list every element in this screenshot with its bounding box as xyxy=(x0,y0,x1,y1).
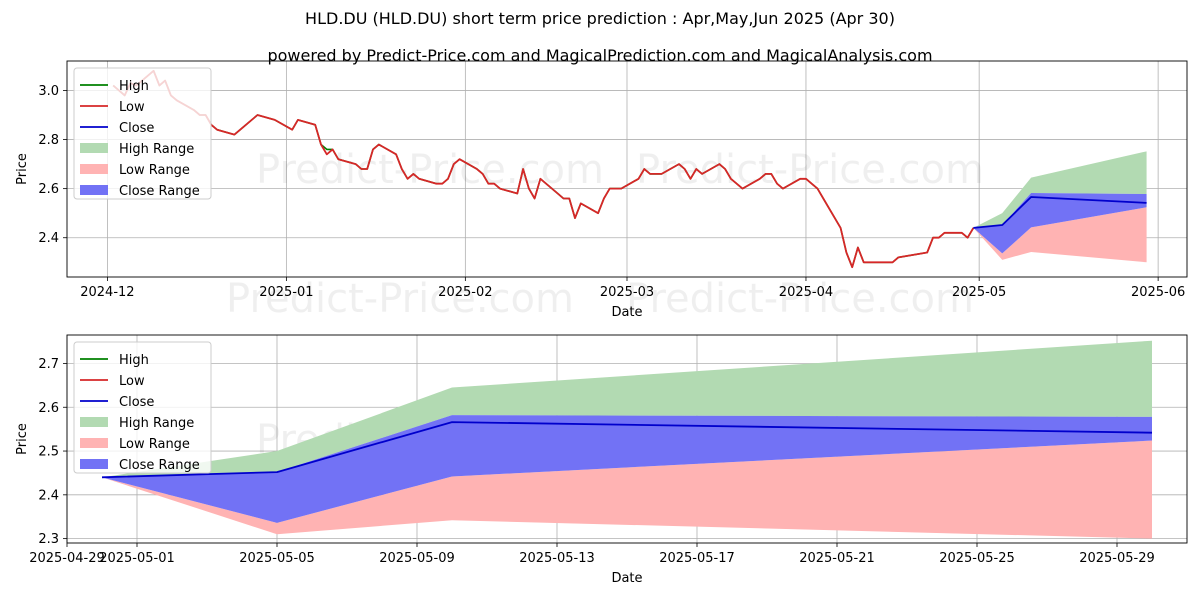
y-tick-label: 3.0 xyxy=(38,84,59,99)
x-tick-label: 2025-05-17 xyxy=(659,551,735,566)
watermark: Predict-Price.com xyxy=(636,147,984,193)
chart-subtitle: powered by Predict-Price.com and Magical… xyxy=(267,46,933,65)
legend-swatch-low-range xyxy=(80,438,108,448)
y-axis-label: Price xyxy=(15,423,30,455)
plot-frame xyxy=(66,60,1188,278)
x-tick-label: 2025-05 xyxy=(952,285,1006,300)
legend-label: Close xyxy=(119,121,154,136)
legend: High Low Close High Range Low Range Close Ran… xyxy=(73,341,212,474)
legend-label: Close Range xyxy=(119,184,200,199)
close-series-line xyxy=(101,421,1153,479)
low-range-band xyxy=(973,207,1147,263)
x-tick-label: 2025-05-01 xyxy=(99,551,175,566)
low-series-line xyxy=(112,69,975,269)
x-tick-label: 2025-01 xyxy=(259,285,313,300)
legend-label: Low Range xyxy=(119,437,190,452)
x-tick-label: 2025-05-09 xyxy=(379,551,455,566)
watermark: Predict-Price.com xyxy=(256,147,604,193)
high-range-band xyxy=(973,151,1147,228)
legend-swatch-high-range xyxy=(80,417,108,427)
legend-label: High xyxy=(119,79,149,94)
legend-swatch-low-range xyxy=(80,164,108,174)
legend-label: High Range xyxy=(119,142,194,157)
legend-label: High xyxy=(119,353,149,368)
y-tick-label: 2.4 xyxy=(38,488,59,503)
high-range-band xyxy=(102,340,1152,478)
legend-swatch-close-range xyxy=(80,459,108,469)
close-series-line xyxy=(973,196,1147,229)
legend-label: Low Range xyxy=(119,163,190,178)
plot-area-bottom xyxy=(101,340,1153,539)
legend-box xyxy=(73,67,212,200)
x-tick-label: 2025-05-05 xyxy=(239,551,315,566)
panel-top: 2024-12 2025-01 2025-02 2025-03 2025-04 2025-… xyxy=(15,60,1188,322)
y-tick-label: 2.3 xyxy=(38,532,59,547)
x-tick-label: 2025-03 xyxy=(600,285,654,300)
legend-label: Close xyxy=(119,395,154,410)
chart-title: HLD.DU (HLD.DU) short term price predict… xyxy=(305,9,895,28)
legend-swatch-high-range xyxy=(80,143,108,153)
legend-label: Low xyxy=(119,100,145,115)
close-range-band xyxy=(102,415,1152,523)
watermark: Predict-Price.com xyxy=(226,276,574,322)
legend-label: Close Range xyxy=(119,458,200,473)
low-range-band xyxy=(102,440,1152,539)
legend-label: Low xyxy=(119,374,145,389)
x-axis-label: Date xyxy=(611,571,642,586)
y-tick-label: 2.4 xyxy=(38,231,59,246)
legend-label: High Range xyxy=(119,416,194,431)
x-tick-label: 2025-05-25 xyxy=(939,551,1015,566)
x-tick-label: 2025-05-29 xyxy=(1079,551,1155,566)
y-axis-label: Price xyxy=(15,153,30,185)
y-tick-label: 2.6 xyxy=(38,182,59,197)
x-tick-label: 2025-06 xyxy=(1131,285,1185,300)
x-axis-label: Date xyxy=(611,305,642,320)
watermark: Predict-Price.com xyxy=(626,276,974,322)
y-tick-label: 2.6 xyxy=(38,401,59,416)
x-tick-label: 2025-04-29 xyxy=(29,551,105,566)
plot-frame xyxy=(66,334,1188,544)
y-tick-label: 2.5 xyxy=(38,445,59,460)
legend-swatch-close-range xyxy=(80,185,108,195)
legend: High Low Close High Range Low Range Close Ran… xyxy=(73,67,212,200)
y-tick-label: 2.8 xyxy=(38,133,59,148)
close-range-band xyxy=(973,193,1147,254)
x-tick-label: 2025-05-21 xyxy=(799,551,875,566)
legend-box xyxy=(73,341,212,474)
plot-area-top xyxy=(112,69,1147,269)
x-tick-label: 2025-02 xyxy=(438,285,492,300)
y-tick-label: 2.7 xyxy=(38,357,59,372)
x-tick-label: 2025-04 xyxy=(779,285,833,300)
x-tick-label: 2024-12 xyxy=(80,285,134,300)
x-tick-label: 2025-05-13 xyxy=(519,551,595,566)
